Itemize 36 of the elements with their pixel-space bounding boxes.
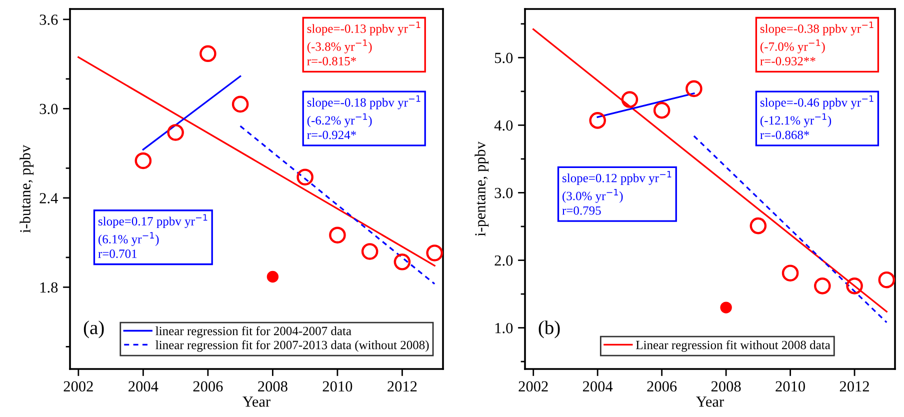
- x-tick-label: 2006: [647, 381, 677, 392]
- y-tick-label: 1.8: [40, 282, 58, 293]
- text: slope=-0.18 ppbv yr$^{−1}$ (-6.2% yr$^{−1}$) r=-0.924*: [307, 95, 420, 140]
- y-tick-label: 1.0: [495, 322, 513, 334]
- x-axis-title: Year: [242, 396, 270, 407]
- text: slope=-0.38 ppbv yr$^{−1}$ (-7.0% yr$^{−1}$) r=-0.932**: [760, 22, 874, 66]
- x-tick-label: 2006: [193, 381, 223, 392]
- y-axis-title: i-pentane, ppbv: [474, 141, 489, 236]
- annotation: (a): [84, 320, 104, 338]
- x-axis-title: Year: [696, 396, 724, 407]
- y-tick-label: 2.0: [494, 255, 513, 266]
- x-tick-label: 2008: [258, 381, 288, 392]
- y-axis-title: i-butane, ppbv: [20, 144, 34, 233]
- y-tick-label: 3.0: [494, 188, 513, 198]
- y-tick-label: 5.0: [494, 52, 513, 64]
- x-tick-label: 2002: [64, 381, 93, 392]
- x-tick-label: 2012: [840, 381, 869, 392]
- text: slope=-0.13 ppbv yr$^{−1}$ (-3.8% yr$^{−1}$) r=-0.815*: [307, 22, 420, 66]
- text: slope=0.17 ppbv yr$^{−1}$ (6.1% yr$^{−1}$) r=0.701: [98, 214, 208, 258]
- x-tick-label: 2012: [388, 381, 417, 392]
- x-tick-label: 2004: [128, 381, 158, 392]
- y-tick-label: 4.0: [494, 120, 513, 131]
- y-tick-label: 3.0: [40, 104, 58, 114]
- x-tick-label: 2010: [322, 381, 352, 392]
- x-tick-label: 2010: [776, 381, 805, 392]
- y-tick-label: 3.6: [40, 14, 58, 25]
- legend-label: Linear regression fit without 2008 data: [636, 340, 830, 352]
- annotation: (b): [538, 320, 560, 338]
- text: slope=-0.46 ppbv yr$^{−1}$ (-12.1% yr$^{−1}$) r=-0.868*: [760, 95, 874, 140]
- text: slope=0.12 ppbv yr$^{−1}$ (3.0% yr$^{−1}$) r=0.795: [562, 171, 672, 215]
- x-tick-label: 2004: [582, 381, 613, 392]
- x-tick-label: 2002: [518, 381, 548, 392]
- legend-label: linear regression fit for 2007-2013 data (without 2008): [156, 340, 429, 352]
- x-tick-label: 2008: [711, 381, 741, 392]
- legend-label: linear regression fit for 2004-2007 data: [156, 326, 352, 338]
- y-tick-label: 2.4: [40, 193, 58, 204]
